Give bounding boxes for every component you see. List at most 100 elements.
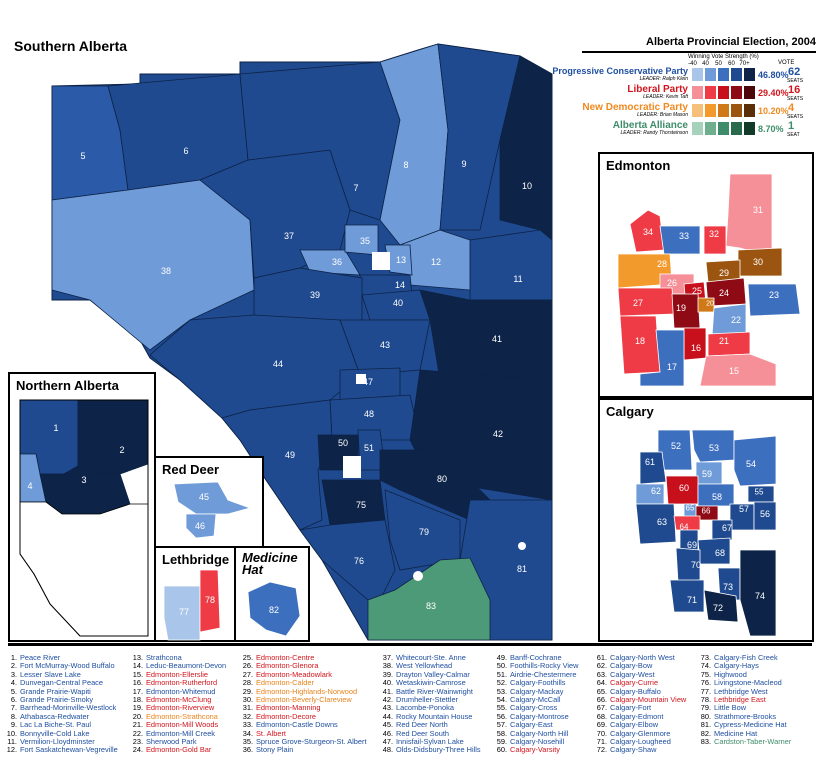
district-list-item: 15. Edmonton-Ellerslie — [128, 669, 226, 679]
district-name: Medicine Hat — [714, 728, 758, 738]
district-label-28: 28 — [656, 259, 668, 269]
district-name: Edmonton-Riverview — [146, 703, 215, 713]
district-name: Airdrie-Chestermere — [510, 669, 577, 679]
district-label-13: 13 — [395, 255, 407, 265]
district-list-item: 35. Spruce Grove-Sturgeon-St. Albert — [238, 737, 367, 746]
district-name: Wetaskiwin-Camrose — [396, 678, 466, 688]
legend-heading: Alberta Provincial Election, 2004 — [646, 36, 816, 48]
district-number: 51. — [496, 669, 507, 679]
district-11 — [469, 229, 553, 301]
red-deer-district-45 — [173, 481, 252, 515]
district-number: 7. — [10, 703, 17, 713]
district-number: 32. — [242, 711, 253, 721]
calgary-title: Calgary — [606, 404, 654, 419]
district-name: Edmonton-Meadowlark — [256, 669, 332, 679]
district-number: 14. — [132, 661, 143, 671]
district-list-item: 53. Calgary-Mackay — [492, 687, 578, 696]
party-vote-ndp: 10.20% — [758, 106, 789, 116]
district-83 — [367, 557, 491, 641]
district-list-item: 20. Edmonton-Strathcona — [128, 711, 226, 721]
district-label-64: 64 — [679, 522, 689, 532]
district-number: 25. — [242, 653, 253, 662]
legend-strength-label: Winning Vote Strength (%) — [688, 54, 759, 60]
district-number: 48. — [382, 745, 393, 755]
district-number: 1. — [10, 653, 17, 662]
district-list-item: 66. Calgary-Mountain View — [592, 695, 687, 704]
tick-3: 60 — [728, 61, 735, 67]
district-list-item: 63. Calgary-West — [592, 670, 686, 679]
district-name: Calgary-Montrose — [510, 711, 569, 721]
district-list-item: 30. Edmonton-Beverly-Clareview — [238, 695, 367, 705]
district-number: 4. — [10, 678, 17, 688]
red-deer-district-46 — [185, 513, 217, 539]
district-list-item: 45. Red Deer North — [378, 720, 481, 729]
party-seats-lib: 16 — [788, 84, 801, 96]
district-list-item: 4. Dunvegan-Central Peace — [2, 678, 118, 688]
district-name: Edmonton-Manning — [256, 703, 321, 713]
district-list-item: 73. Calgary-Fish Creek — [696, 653, 791, 662]
district-list-item: 78. Lethbridge East — [696, 695, 791, 704]
district-name: Calgary-Bow — [610, 661, 653, 671]
district-name: Calgary-Hays — [714, 661, 759, 671]
district-name: Edmonton-Decore — [256, 711, 316, 721]
district-number: 65. — [596, 686, 607, 696]
cal-district-67 — [711, 519, 733, 541]
district-name: Olds-Didsbury-Three Hills — [396, 745, 481, 755]
district-name: Calgary-Shaw — [610, 745, 657, 755]
district-label-4: 4 — [27, 481, 33, 491]
party-vote-lib: 29.40% — [758, 88, 789, 98]
district-list-item: 3. Lesser Slave Lake — [2, 670, 118, 679]
district-list-item: 24. Edmonton-Gold Bar — [128, 745, 226, 755]
district-name: Grande Prairie-Smoky — [20, 695, 94, 705]
district-label-80: 80 — [436, 474, 448, 484]
district-number: 31. — [242, 703, 253, 713]
district-name: Whitecourt-Ste. Anne — [396, 653, 466, 662]
swatches-aa — [692, 122, 757, 137]
district-label-60: 60 — [678, 483, 690, 493]
district-label-58: 58 — [711, 492, 723, 502]
district-list-item: 1. Peace River — [2, 653, 118, 662]
legend-row-ndp: New Democratic Party LEADER: Brian Mason… — [568, 102, 816, 120]
district-name: Cypress-Medicine Hat — [714, 720, 787, 730]
northern-alberta-title: Northern Alberta — [16, 378, 119, 393]
district-list-item: 50. Foothills-Rocky View — [492, 661, 579, 670]
legend-rule — [582, 51, 816, 53]
district-number: 44. — [382, 711, 393, 721]
district-name: Vermilion-Lloydminster — [20, 737, 95, 747]
district-label-25: 25 — [691, 286, 703, 296]
party-seats-pc: 62 — [788, 66, 801, 78]
district-name: Edmonton-Rutherford — [146, 678, 218, 688]
district-name: Edmonton-Beverly-Clareview — [256, 695, 352, 705]
district-name: Drumheller-Stettler — [396, 695, 459, 705]
district-name: Edmonton-Mill Woods — [146, 720, 219, 730]
legend-row-pc: Progressive Conservative Party LEADER: R… — [552, 66, 816, 84]
district-label-70: 70 — [690, 560, 702, 570]
party-vote-aa: 8.70% — [758, 124, 784, 134]
district-name: Strathmore-Brooks — [714, 711, 777, 721]
district-label-5: 5 — [80, 151, 86, 161]
district-label-8: 8 — [403, 160, 409, 170]
district-number: 24. — [132, 745, 143, 755]
district-label-37: 37 — [283, 231, 295, 241]
district-name: Calgary-Fish Creek — [714, 653, 778, 662]
district-number: 54. — [496, 695, 507, 705]
district-label-66: 66 — [701, 506, 711, 516]
southern-alberta-title: Southern Alberta — [14, 38, 128, 54]
district-name: Sherwood Park — [146, 737, 197, 747]
district-list-item: 71. Calgary-Lougheed — [592, 737, 686, 746]
district-label-14: 14 — [394, 280, 406, 290]
district-list-item: 41. Battle River-Wainwright — [378, 686, 481, 696]
district-name: Edmonton-Ellerslie — [146, 669, 209, 679]
district-number: 41. — [382, 686, 393, 696]
district-label-30: 30 — [752, 257, 764, 267]
district-number: 8. — [10, 711, 17, 721]
cal-district-64 — [673, 515, 701, 531]
district-number: 20. — [132, 711, 143, 721]
district-name: Battle River-Wainwright — [396, 686, 473, 696]
medicine-hat-district-82 — [247, 581, 301, 637]
lethbridge-panel: Lethbridge 77 78 — [154, 546, 236, 642]
district-number: 28. — [242, 678, 253, 688]
district-number: 43. — [382, 703, 393, 713]
district-label-35: 35 — [359, 236, 371, 246]
district-name: Calgary-Buffalo — [610, 686, 661, 696]
